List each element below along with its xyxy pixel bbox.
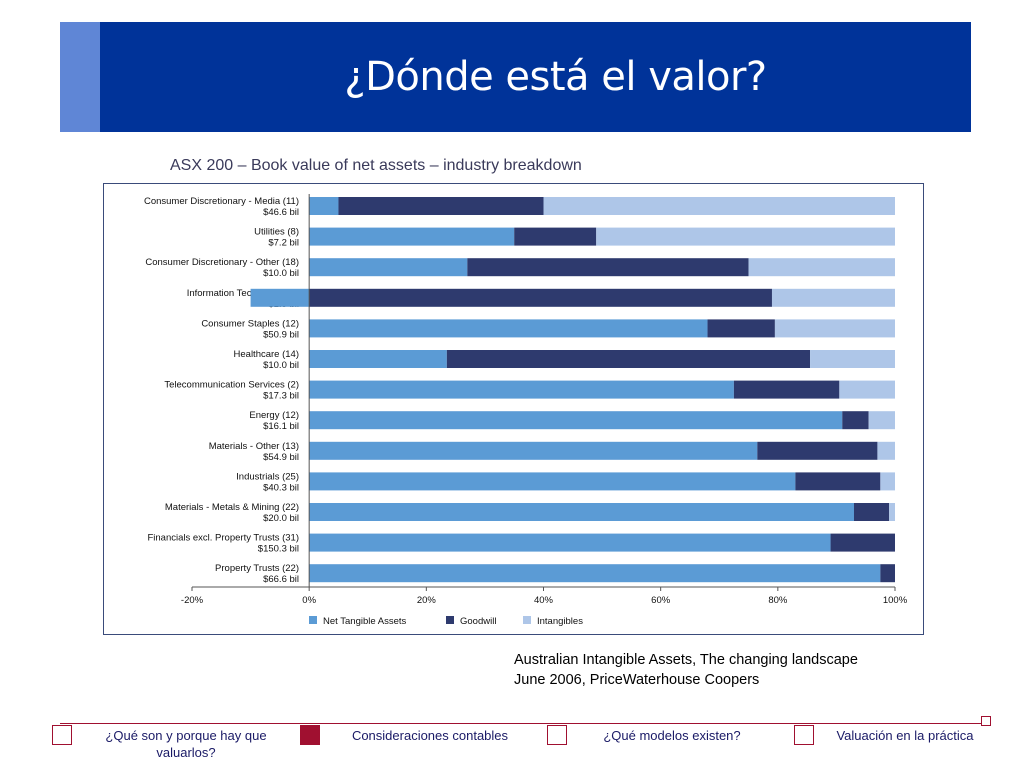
bar-segment-net-tangible-assets <box>309 441 758 460</box>
source-line-1: Australian Intangible Assets, The changi… <box>514 652 858 668</box>
category-label: Consumer Discretionary - Media (11) <box>144 196 299 207</box>
category-label: Utilities (8) <box>254 227 299 238</box>
category-value-label: $10.0 bil <box>263 360 299 371</box>
category-value-label: $17.3 bil <box>263 391 299 402</box>
legend-label: Goodwill <box>460 616 496 627</box>
title-bar: ¿Dónde está el valor? <box>100 22 971 132</box>
category-label: Property Trusts (22) <box>215 563 299 574</box>
bar-segment-net-tangible-assets <box>309 197 339 215</box>
slide-title: ¿Dónde está el valor? <box>344 54 767 100</box>
nav-link-que-son[interactable]: ¿Qué son y porque hay que valuarlos? <box>105 728 267 760</box>
category-label: Consumer Discretionary - Other (18) <box>145 257 299 268</box>
bar-segment-goodwill <box>880 564 895 583</box>
bar-segment-intangibles <box>810 350 895 368</box>
category-value-label: $16.1 bil <box>263 421 299 432</box>
category-value-label: $20.0 bil <box>263 513 299 524</box>
bar-segment-net-tangible-assets <box>309 533 831 552</box>
x-tick-label: 0% <box>302 595 316 606</box>
legend-swatch <box>309 616 317 624</box>
legend-swatch <box>523 616 531 624</box>
category-label: Consumer Staples (12) <box>201 318 299 329</box>
bar-segment-net-tangible-assets <box>309 350 447 368</box>
x-tick-label: 60% <box>651 595 671 606</box>
nav-divider <box>60 723 990 724</box>
bar-segment-goodwill <box>446 350 811 368</box>
nav-corner-marker <box>981 716 991 726</box>
nav-box-que-son[interactable] <box>52 725 72 745</box>
bar-segment-net-tangible-assets <box>309 258 468 277</box>
bar-segment-intangibles <box>771 288 895 307</box>
bar-segment-intangibles <box>868 411 895 430</box>
stacked-bar-chart: Consumer Discretionary - Media (11)$46.6… <box>144 194 908 627</box>
bar-segment-goodwill <box>842 411 869 430</box>
bar-segment-net-tangible-assets <box>309 380 734 399</box>
category-label: Materials - Other (13) <box>209 441 299 452</box>
bar-segment-net-tangible-assets <box>309 564 881 583</box>
bar-segment-intangibles <box>748 258 895 277</box>
chart-frame: Consumer Discretionary - Media (11) $46.6… <box>103 183 924 635</box>
category-value-label: $10.0 bil <box>263 268 299 279</box>
category-label: Industrials (25) <box>236 471 299 482</box>
category-label: Telecommunication Services (2) <box>164 380 299 391</box>
bar-segment-goodwill <box>830 533 895 552</box>
bar-segment-goodwill <box>733 380 840 399</box>
bar-segment-net-tangible-assets <box>309 227 515 246</box>
bar-segment-intangibles <box>774 319 895 338</box>
nav-box-valuacion[interactable] <box>794 725 814 745</box>
category-value-label: $150.3 bil <box>258 544 299 555</box>
nav-link-modelos[interactable]: ¿Qué modelos existen? <box>603 728 741 743</box>
category-value-label: $66.6 bil <box>263 574 299 585</box>
x-tick-label: 40% <box>534 595 554 606</box>
bar-segment-goodwill <box>309 288 772 307</box>
category-label: Materials - Metals & Mining (22) <box>165 502 299 513</box>
category-value-label: $40.3 bil <box>263 482 299 493</box>
bar-segment-intangibles <box>880 472 895 491</box>
bar-segment-intangibles <box>839 380 895 399</box>
bar-segment-goodwill <box>707 319 775 338</box>
bar-segment-net-tangible-assets <box>309 319 708 338</box>
x-tick-label: -20% <box>181 595 204 606</box>
legend-swatch <box>446 616 454 624</box>
bar-segment-goodwill <box>467 258 749 277</box>
legend-label: Intangibles <box>537 616 583 627</box>
bar-segment-net-tangible-assets <box>309 472 796 491</box>
category-label: Healthcare (14) <box>234 349 299 360</box>
x-tick-label: 20% <box>417 595 437 606</box>
category-label: Information Technology (6) <box>187 288 299 299</box>
bottom-navigation: ¿Qué son y porque hay que valuarlos? Con… <box>0 715 1024 768</box>
bar-segment-goodwill <box>757 441 878 460</box>
bar-segment-intangibles <box>543 197 895 215</box>
nav-link-valuacion[interactable]: Valuación en la práctica <box>836 728 974 743</box>
category-value-label: $7.2 bil <box>268 238 299 249</box>
bar-segment-intangibles <box>889 503 895 521</box>
bar-segment-goodwill <box>795 472 881 491</box>
category-value-label: $54.9 bil <box>263 452 299 463</box>
chart-title: ASX 200 – Book value of net assets – ind… <box>170 157 582 174</box>
bar-segment-goodwill <box>514 227 597 246</box>
category-value-label: $50.9 bil <box>263 329 299 340</box>
legend-label: Net Tangible Assets <box>323 616 407 627</box>
bar-segment-net-tangible-assets <box>250 288 310 307</box>
category-value-label: $46.6 bil <box>263 207 299 218</box>
bar-segment-net-tangible-assets <box>309 503 854 521</box>
bar-segment-intangibles <box>596 227 895 246</box>
bar-segment-goodwill <box>338 197 544 215</box>
bar-segment-goodwill <box>853 503 890 521</box>
category-label: Energy (12) <box>249 410 299 421</box>
x-tick-label: 100% <box>883 595 908 606</box>
source-line-2: June 2006, PriceWaterhouse Coopers <box>514 672 760 688</box>
nav-box-modelos[interactable] <box>547 725 567 745</box>
bar-segment-intangibles <box>877 441 895 460</box>
nav-link-consideraciones[interactable]: Consideraciones contables <box>351 728 509 743</box>
bar-segment-net-tangible-assets <box>309 411 843 430</box>
category-label: Financials excl. Property Trusts (31) <box>147 533 299 544</box>
source-citation: Australian Intangible Assets, The changi… <box>514 650 858 690</box>
x-tick-label: 80% <box>768 595 788 606</box>
nav-box-consideraciones[interactable] <box>300 725 320 745</box>
title-accent-bar <box>60 22 102 132</box>
